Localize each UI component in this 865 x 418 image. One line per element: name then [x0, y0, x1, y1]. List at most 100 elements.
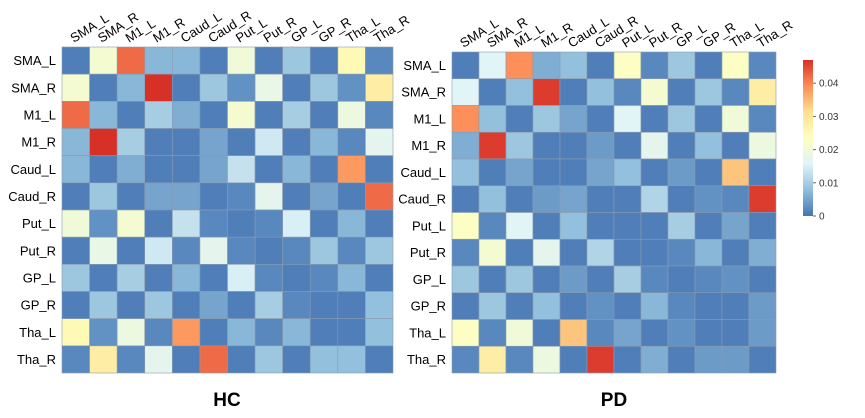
- row-label: SMA_L: [13, 53, 56, 68]
- heatmap-cell: [694, 345, 723, 374]
- heatmap-cell: [172, 73, 201, 102]
- heatmap-cell: [282, 46, 311, 75]
- heatmap-cell: [505, 51, 534, 80]
- heatmap-cell: [89, 73, 118, 102]
- row-label: Tha_L: [19, 325, 56, 340]
- heatmap-cell: [694, 292, 723, 320]
- heatmap-cell: [254, 73, 283, 102]
- heatmap-cell: [89, 291, 118, 319]
- heatmap-cell: [309, 101, 339, 129]
- colorbar-tick-label: 0.03: [819, 112, 839, 123]
- heatmap-cell: [748, 78, 777, 106]
- heatmap-cell: [586, 212, 615, 240]
- heatmap-cell: [613, 78, 642, 106]
- heatmap-cell: [172, 264, 201, 292]
- heatmap-cell: [309, 182, 339, 211]
- heatmap-cell: [144, 155, 173, 184]
- heatmap-cell: [144, 73, 173, 102]
- heatmap-cell: [61, 46, 90, 75]
- heatmap-cell: [89, 318, 118, 347]
- row-label: M1_L: [23, 107, 56, 122]
- heatmap-cell: [227, 236, 256, 265]
- heatmap-cell: [116, 209, 146, 238]
- heatmap-cell: [613, 345, 642, 374]
- heatmap-cell: [365, 182, 394, 211]
- heatmap-cell: [667, 105, 696, 133]
- heatmap-cell: [586, 78, 615, 106]
- heatmap-cell: [532, 238, 561, 267]
- heatmap-cell: [640, 238, 669, 267]
- heatmap-cell: [640, 265, 669, 294]
- heatmap-cell: [532, 158, 561, 187]
- heatmap-cell: [254, 128, 283, 156]
- heatmap-cell: [559, 212, 588, 240]
- heatmap-cell: [337, 73, 366, 102]
- pd-heatmap: SMA_L SMA_R M1_L M1_R Caud_L Caud_R Put_L Put_R…: [398, 13, 795, 374]
- heatmap-cell: [748, 131, 777, 160]
- heatmap-cell: [199, 318, 228, 347]
- heatmap-cell: [254, 101, 283, 129]
- heatmap-cell: [478, 131, 507, 160]
- heatmap-cell: [172, 236, 201, 265]
- row-label: GP_R: [411, 299, 446, 314]
- pd-title: PD: [601, 390, 627, 411]
- heatmap-cell: [309, 209, 339, 238]
- heatmap-cell: [505, 238, 534, 267]
- heatmap-cell: [227, 182, 256, 211]
- heatmap-cell: [721, 345, 750, 374]
- heatmap-cell: [748, 51, 777, 80]
- heatmap-cell: [254, 155, 283, 184]
- heatmap-cell: [694, 238, 723, 267]
- heatmap-cell: [640, 51, 669, 80]
- heatmap-cell: [282, 128, 311, 156]
- heatmap-cell: [172, 291, 201, 319]
- heatmap-cell: [282, 73, 311, 102]
- heatmap-cell: [532, 319, 561, 347]
- heatmap-cell: [532, 131, 561, 160]
- colorbar-tick-label: 0.01: [819, 178, 839, 189]
- heatmap-cell: [559, 292, 588, 320]
- heatmap-cell: [172, 101, 201, 129]
- heatmap-cell: [694, 158, 723, 187]
- heatmap-cell: [116, 236, 146, 265]
- heatmap-cell: [586, 265, 615, 294]
- heatmap-cell: [505, 212, 534, 240]
- heatmap-cell: [309, 236, 339, 265]
- heatmap-cell: [586, 51, 615, 80]
- heatmap-cell: [227, 101, 256, 129]
- heatmap-cell: [144, 236, 173, 265]
- heatmap-cell: [721, 238, 750, 267]
- heatmap-cell: [748, 345, 777, 374]
- heatmap-cell: [748, 319, 777, 347]
- heatmap-cell: [586, 319, 615, 347]
- heatmap-cell: [451, 158, 480, 187]
- heatmap-cell: [667, 238, 696, 267]
- heatmap-cell: [586, 345, 615, 374]
- heatmap-cell: [505, 131, 534, 160]
- heatmap-cell: [451, 292, 480, 320]
- heatmap-cell: [116, 264, 146, 292]
- heatmap-cell: [227, 209, 256, 238]
- heatmap-cell: [748, 212, 777, 240]
- row-label: M1_R: [411, 138, 446, 153]
- heatmap-cell: [282, 318, 311, 347]
- row-label: Tha_L: [409, 325, 446, 340]
- colorbar-tick-label: 0.02: [819, 145, 839, 156]
- row-label: Put_R: [20, 243, 56, 258]
- heatmap-cell: [61, 264, 90, 292]
- row-label: Caud_L: [10, 162, 56, 177]
- heatmap-cell: [532, 265, 561, 294]
- heatmap-cell: [613, 238, 642, 267]
- heatmap-cell: [254, 46, 283, 75]
- heatmap-cell: [254, 236, 283, 265]
- heatmap-cell: [559, 105, 588, 133]
- heatmap-cell: [116, 345, 146, 374]
- row-label: SMA_R: [11, 80, 56, 95]
- heatmap-cell: [337, 101, 366, 129]
- heatmap-cell: [89, 101, 118, 129]
- heatmap-cell: [309, 128, 339, 156]
- heatmap-cell: [694, 78, 723, 106]
- heatmap-cell: [365, 209, 394, 238]
- heatmap-cell: [640, 131, 669, 160]
- heatmap-cell: [559, 265, 588, 294]
